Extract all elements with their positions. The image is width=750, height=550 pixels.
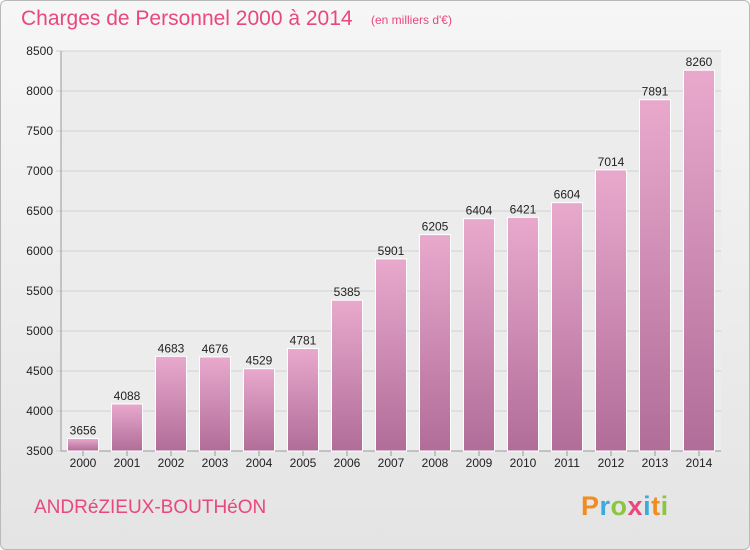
proxiti-logo[interactable]: Proxiti <box>581 491 669 522</box>
bar-value-label: 8260 <box>686 55 713 69</box>
x-tick-label: 2001 <box>114 456 141 470</box>
x-tick-label: 2004 <box>246 456 273 470</box>
bar-value-label: 4781 <box>290 334 317 348</box>
bar-value-label: 4529 <box>246 354 273 368</box>
x-tick-label: 2011 <box>554 456 580 470</box>
bar-value-label: 6604 <box>554 188 581 202</box>
bar <box>595 169 627 452</box>
bar-value-label: 7891 <box>642 85 669 99</box>
city-name: ANDRéZIEUX-BOUTHéON <box>34 497 267 518</box>
y-tick-label: 5000 <box>26 324 53 338</box>
bar-value-label: 4088 <box>114 389 141 403</box>
bar <box>463 218 495 452</box>
x-tick-label: 2003 <box>202 456 229 470</box>
y-tick-label: 4500 <box>26 364 53 378</box>
bar <box>551 202 583 452</box>
bar-value-label: 5901 <box>378 244 405 258</box>
bar-value-label: 7014 <box>598 155 625 169</box>
y-tick-label: 8000 <box>26 84 53 98</box>
y-tick-label: 7500 <box>26 124 53 138</box>
x-tick-label: 2000 <box>70 456 97 470</box>
x-tick-label: 2009 <box>466 456 493 470</box>
bar <box>67 438 99 452</box>
bar-value-label: 4676 <box>202 342 229 356</box>
bar <box>111 403 143 452</box>
logo-letter: i <box>643 491 652 521</box>
bar-value-label: 6421 <box>510 202 537 216</box>
x-tick-label: 2010 <box>510 456 537 470</box>
x-tick-label: 2006 <box>334 456 361 470</box>
bar-value-label: 6205 <box>422 220 449 234</box>
y-tick-label: 5500 <box>26 284 53 298</box>
y-tick-label: 4000 <box>26 404 53 418</box>
x-tick-label: 2014 <box>686 456 713 470</box>
y-tick-label: 6000 <box>26 244 53 258</box>
logo-letter: t <box>651 491 661 521</box>
bar-value-label: 3656 <box>70 424 97 438</box>
x-tick-label: 2005 <box>290 456 317 470</box>
y-tick-label: 7000 <box>26 164 53 178</box>
logo-letter: o <box>610 491 628 521</box>
x-tick-label: 2002 <box>158 456 185 470</box>
logo-letter: r <box>599 491 611 521</box>
bar <box>287 348 319 452</box>
bar <box>639 99 671 452</box>
x-tick-label: 2008 <box>422 456 449 470</box>
x-tick-label: 2012 <box>598 456 625 470</box>
bar <box>375 258 407 452</box>
y-tick-label: 8500 <box>26 44 53 58</box>
logo-letter: P <box>581 491 600 521</box>
logo-letter: x <box>627 491 644 521</box>
bar <box>155 355 187 452</box>
bar <box>331 299 363 452</box>
y-tick-label: 6500 <box>26 204 53 218</box>
bar <box>419 234 451 452</box>
bar <box>683 69 715 452</box>
bar-value-label: 4683 <box>158 341 185 355</box>
bar <box>507 216 539 452</box>
bar <box>199 356 231 452</box>
bar-value-label: 6404 <box>466 204 493 218</box>
bar-value-label: 5385 <box>334 285 361 299</box>
x-tick-label: 2013 <box>642 456 669 470</box>
logo-letter: i <box>660 491 669 521</box>
x-tick-label: 2007 <box>378 456 405 470</box>
bar <box>243 368 275 452</box>
chart-subtitle: (en milliers d'€) <box>371 13 452 27</box>
y-tick-label: 3500 <box>26 444 53 458</box>
chart-title: Charges de Personnel 2000 à 2014 <box>21 7 353 30</box>
